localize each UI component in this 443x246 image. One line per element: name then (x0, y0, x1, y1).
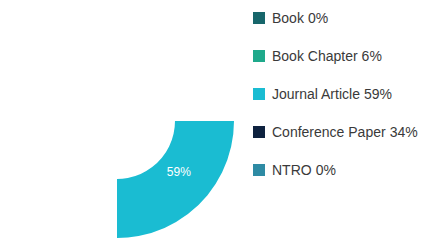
legend-item: Book Chapter6% (253, 48, 382, 64)
legend-swatch (253, 126, 265, 138)
legend-swatch (253, 12, 265, 24)
legend-label: NTRO0% (272, 162, 336, 178)
legend-name: NTRO (272, 162, 312, 178)
legend: Book0%Book Chapter6%Journal Article59%Co… (253, 10, 418, 178)
legend-value: 6% (362, 48, 382, 64)
legend-item: NTRO0% (253, 162, 336, 178)
data-labels: 6% 59% 34% (34, 36, 191, 179)
legend-value: 0% (316, 162, 336, 178)
legend-value: 34% (390, 124, 418, 140)
slice (117, 121, 234, 238)
data-label: 34% (34, 76, 58, 90)
legend-swatch (253, 50, 265, 62)
legend-item: Journal Article59% (253, 86, 392, 102)
legend-swatch (253, 164, 265, 176)
legend-value: 59% (364, 86, 392, 102)
legend-swatch (253, 88, 265, 100)
legend-name: Conference Paper (272, 124, 386, 140)
legend-name: Book Chapter (272, 48, 358, 64)
data-label: 59% (167, 165, 191, 179)
legend-item: Conference Paper34% (253, 124, 418, 140)
legend-label: Conference Paper34% (272, 124, 418, 140)
legend-value: 0% (308, 10, 328, 26)
legend-label: Book Chapter6% (272, 48, 382, 64)
legend-label: Journal Article59% (272, 86, 392, 102)
data-label: 6% (124, 36, 142, 50)
legend-name: Book (272, 10, 305, 26)
legend-name: Journal Article (272, 86, 360, 102)
legend-item: Book0% (253, 10, 328, 26)
legend-label: Book0% (272, 10, 328, 26)
slices (117, 121, 234, 238)
chart: 6%59%34%Book0%Book Chapter6%Journal Arti… (0, 0, 443, 246)
